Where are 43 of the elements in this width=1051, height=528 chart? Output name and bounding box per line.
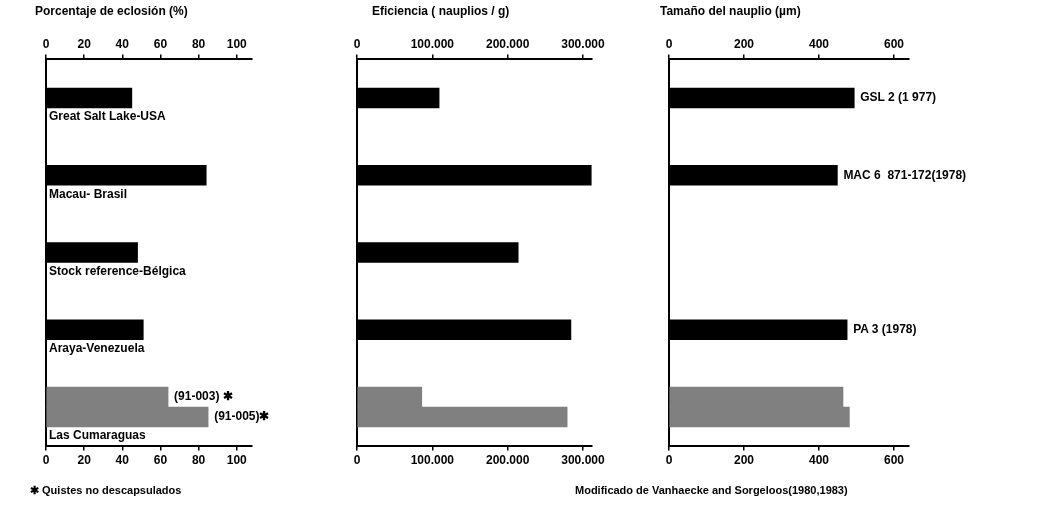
data-label: PA 3 (1978) [853, 322, 917, 337]
y-tick-label: Macau- Brasil [49, 186, 128, 201]
x2-tick-label: 20 [77, 36, 92, 51]
x2-tick-label: 200.000 [485, 36, 530, 51]
x-tick-label: 100 [226, 453, 248, 468]
x2-tick-label: 200 [733, 36, 755, 51]
y-tick-label: Stock reference-Bélgica [49, 263, 187, 278]
x-tick-label: 20 [77, 453, 92, 468]
x-tick-label: 0 [665, 453, 673, 468]
x2-tick-label: 100.000 [410, 36, 455, 51]
y-tick-label: Araya-Venezuela [49, 341, 145, 356]
text: Modificado de Vanhaecke and Sorgeloos(1980,1983) [575, 484, 848, 496]
chart-title: Porcentaje de eclosión (%) [35, 4, 188, 18]
x-tick-label: 80 [191, 453, 206, 468]
data-label: GSL 2 (1 977) [860, 90, 937, 105]
y-tick-label: Great Salt Lake-USA [49, 109, 167, 124]
x2-tick-label: 600 [883, 36, 905, 51]
x-tick-label: 100.000 [410, 453, 455, 468]
x-tick-label: 40 [115, 453, 130, 468]
x2-tick-label: 0 [665, 36, 673, 51]
x-tick-label: 200.000 [485, 453, 530, 468]
x2-tick-label: 0 [42, 36, 50, 51]
x2-tick-label: 100 [226, 36, 248, 51]
series-label: (91-003) ✱ [174, 389, 233, 404]
chart-title: Eficiencia ( nauplios / g) [372, 4, 510, 18]
x2-tick-label: 400 [808, 36, 830, 51]
x2-tick-label: 60 [153, 36, 168, 51]
x2-tick-label: 300.000 [561, 36, 605, 51]
x-tick-label: 0 [353, 453, 361, 468]
x2-tick-label: 80 [191, 36, 206, 51]
x-tick-label: 600 [883, 453, 905, 468]
series-label: (91-005)✱ [214, 409, 270, 424]
x-tick-label: 300.000 [561, 453, 605, 468]
x2-tick-label: 40 [115, 36, 130, 51]
x-tick-label: 200 [733, 453, 755, 468]
text: ✱ Quistes no descapsulados [30, 484, 182, 497]
x2-tick-label: 0 [353, 36, 361, 51]
x-tick-label: 0 [42, 453, 50, 468]
y-tick-label: Las Cumaraguas [49, 428, 147, 443]
chart-title: Tamaño del nauplio (µm) [660, 4, 801, 18]
x-tick-label: 60 [153, 453, 168, 468]
x-tick-label: 400 [808, 453, 830, 468]
data-label: MAC 6 871-172(1978) [843, 167, 967, 182]
